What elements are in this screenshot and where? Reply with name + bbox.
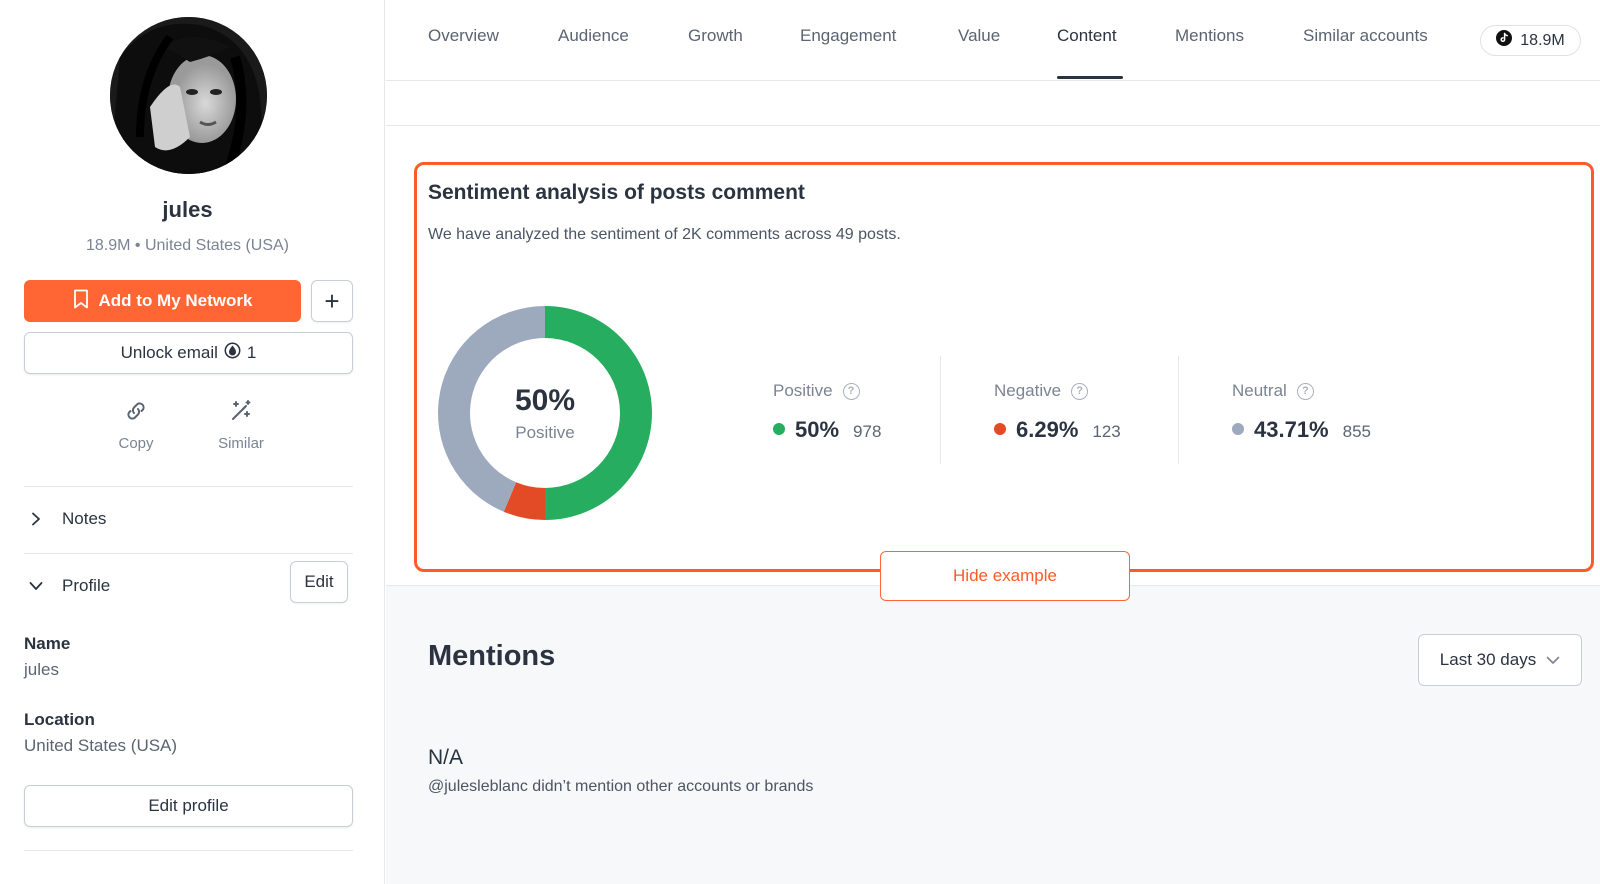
similar-button[interactable]: Similar	[196, 398, 286, 452]
donut-segment-negative	[503, 482, 545, 520]
content-strip	[386, 81, 1600, 126]
donut-center: 50% Positive	[438, 306, 652, 520]
donut-segment-neutral	[438, 306, 545, 512]
edit-profile-button[interactable]: Edit profile	[24, 785, 353, 827]
neutral-dot	[1232, 423, 1244, 435]
unlock-credits: 1	[246, 343, 257, 362]
donut-center-label: Positive	[515, 422, 575, 442]
similar-label: Similar	[218, 435, 264, 452]
donut-center-value: 50%	[514, 383, 576, 417]
hide-example-button[interactable]: Hide example	[880, 551, 1130, 601]
name-field-label: Name	[24, 634, 71, 653]
neutral-pct: 43.71%	[1254, 417, 1329, 442]
sentiment-description: We have analyzed the sentiment of 2K com…	[428, 226, 901, 243]
chevron-down-icon	[1546, 650, 1560, 670]
profile-sidebar: jules 18.9M • United States (USA) Add to…	[0, 0, 385, 884]
tiktok-icon	[1496, 30, 1513, 51]
negative-dot	[994, 423, 1006, 435]
magic-wand-icon	[196, 398, 286, 424]
donut-segment-positive	[545, 306, 652, 520]
tab-similar-accounts[interactable]: Similar accounts	[1303, 26, 1428, 45]
add-to-network-button[interactable]: Add to My Network	[24, 280, 301, 322]
positive-count: 978	[853, 422, 882, 441]
negative-label: Negative	[994, 381, 1062, 400]
plus-button[interactable]: +	[311, 280, 353, 322]
negative-count: 123	[1092, 422, 1121, 441]
active-tab-indicator	[1057, 76, 1123, 79]
mentions-title: Mentions	[428, 640, 556, 672]
add-to-network-label: Add to My Network	[98, 291, 253, 310]
tab-bar: Overview Audience Growth Engagement Valu…	[386, 0, 1600, 81]
profile-section-label: Profile	[62, 576, 111, 595]
stat-neutral: Neutral ? 43.71% 855	[1232, 381, 1371, 443]
tab-content[interactable]: Content	[1057, 26, 1117, 45]
date-range-label: Last 30 days	[1439, 650, 1537, 669]
stat-positive: Positive ? 50% 978	[773, 381, 881, 443]
profile-subtitle: 18.9M • United States (USA)	[85, 237, 289, 254]
copy-button[interactable]: Copy	[91, 398, 181, 452]
stat-negative: Negative ? 6.29% 123	[994, 381, 1121, 443]
link-icon	[91, 398, 181, 424]
profile-toggle[interactable]: Profile	[24, 571, 353, 601]
sidebar-divider	[24, 553, 353, 554]
positive-dot	[773, 423, 785, 435]
location-field-value: United States (USA)	[24, 736, 178, 755]
profile-avatar	[110, 17, 267, 174]
notes-label: Notes	[62, 509, 107, 528]
stat-divider	[1178, 356, 1179, 464]
tab-growth[interactable]: Growth	[688, 26, 743, 45]
tab-audience[interactable]: Audience	[558, 26, 629, 45]
positive-pct: 50%	[795, 417, 840, 442]
edit-button[interactable]: Edit	[290, 561, 348, 603]
help-icon[interactable]: ?	[842, 382, 860, 400]
unlock-email-label: Unlock email	[120, 343, 218, 362]
followers-badge[interactable]: 18.9M	[1480, 25, 1581, 56]
bookmark-icon	[73, 289, 89, 314]
mentions-empty-description: @julesleblanc didn’t mention other accou…	[428, 778, 814, 795]
main-content: Overview Audience Growth Engagement Valu…	[386, 0, 1600, 884]
sidebar-divider	[24, 850, 353, 851]
neutral-label: Neutral	[1232, 381, 1287, 400]
tab-value[interactable]: Value	[958, 26, 1001, 45]
copy-label: Copy	[118, 435, 154, 452]
negative-pct: 6.29%	[1016, 417, 1079, 442]
tab-overview[interactable]: Overview	[428, 26, 499, 45]
credit-icon	[224, 342, 241, 364]
profile-name: jules	[162, 197, 213, 222]
tab-engagement[interactable]: Engagement	[800, 26, 897, 45]
sentiment-card: Sentiment analysis of posts comment We h…	[386, 126, 1600, 601]
date-range-select[interactable]: Last 30 days	[1418, 634, 1582, 686]
mentions-empty-value: N/A	[428, 746, 464, 769]
sentiment-title: Sentiment analysis of posts comment	[428, 181, 805, 204]
chevron-down-icon	[24, 581, 48, 591]
chevron-right-icon	[24, 512, 48, 526]
sidebar-divider	[24, 486, 353, 487]
tab-mentions[interactable]: Mentions	[1175, 26, 1244, 45]
neutral-count: 855	[1342, 422, 1371, 441]
positive-label: Positive	[773, 381, 833, 400]
name-field-value: jules	[24, 660, 59, 679]
stat-divider	[940, 356, 941, 464]
followers-count: 18.9M	[1520, 31, 1565, 49]
notes-toggle[interactable]: Notes	[24, 504, 353, 534]
location-field-label: Location	[24, 710, 95, 729]
unlock-email-button[interactable]: Unlock email 1	[24, 332, 353, 374]
sentiment-donut-chart: 50% Positive	[438, 306, 652, 520]
help-icon[interactable]: ?	[1296, 382, 1314, 400]
help-icon[interactable]: ?	[1071, 382, 1089, 400]
